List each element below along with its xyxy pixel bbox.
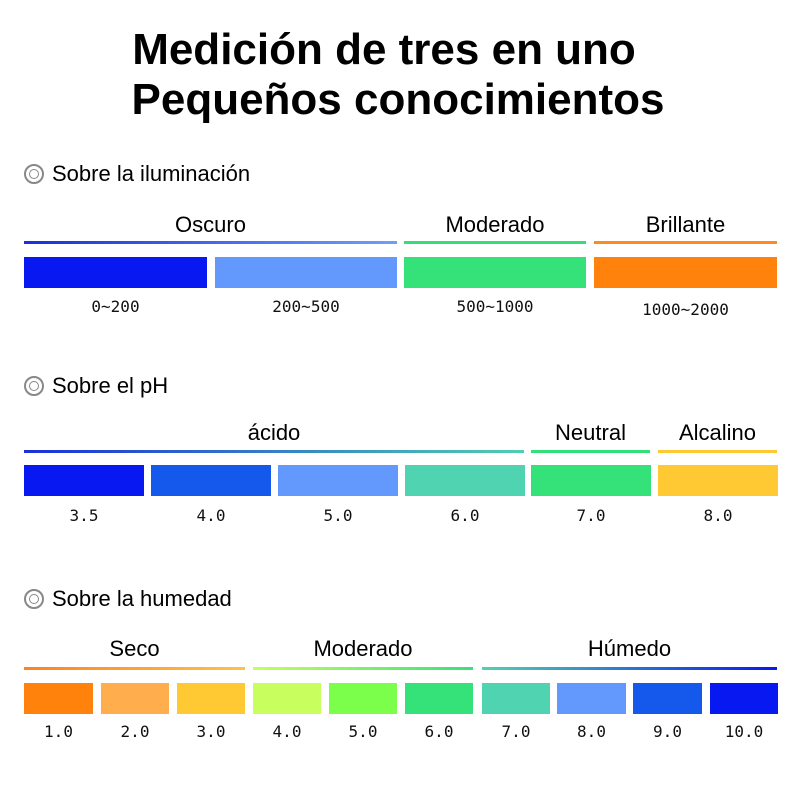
- group-label: Seco: [109, 636, 160, 661]
- color-swatch: [253, 683, 321, 714]
- color-swatch: [278, 465, 398, 496]
- section-heading: Sobre el pH: [24, 372, 168, 400]
- color-swatch: [404, 257, 586, 288]
- swatch-value: 500~1000: [456, 297, 534, 316]
- color-swatch: [405, 465, 525, 496]
- section-heading-text: Sobre la humedad: [52, 586, 232, 611]
- color-swatch: [557, 683, 626, 714]
- group-divider-line: [404, 241, 586, 244]
- group-label: Húmedo: [587, 636, 672, 661]
- swatch-value: 6.0: [424, 722, 454, 741]
- swatch-value: 4.0: [272, 722, 302, 741]
- color-swatch: [482, 683, 550, 714]
- section-heading-text: Sobre el pH: [52, 373, 169, 398]
- group-label: Oscuro: [175, 212, 246, 237]
- color-swatch: [658, 465, 778, 496]
- swatch-value: 9.0: [653, 722, 682, 741]
- color-swatch: [101, 683, 169, 714]
- swatch-value: 8.0: [577, 722, 606, 741]
- color-swatch: [405, 683, 473, 714]
- swatch-value: 2.0: [120, 722, 150, 741]
- group-divider-line: [658, 450, 777, 453]
- main-title-line-2: Pequeños conocimientos: [131, 75, 665, 124]
- double-circle-bullet-icon: [24, 376, 44, 396]
- color-swatch: [24, 465, 144, 496]
- main-title-line-1: Medición de tres en uno: [132, 25, 636, 74]
- color-swatch: [594, 257, 777, 288]
- swatch-value: 3.5: [69, 506, 99, 525]
- swatch-value: 5.0: [323, 506, 353, 525]
- group-divider-line: [24, 241, 397, 244]
- color-swatch: [24, 683, 93, 714]
- section-heading: Sobre la humedad: [24, 585, 232, 613]
- group-divider-line: [253, 667, 473, 670]
- section-heading-text: Sobre la iluminación: [52, 161, 251, 186]
- group-divider-line: [24, 667, 245, 670]
- section-heading: Sobre la iluminación: [24, 160, 250, 188]
- group-label: ácido: [247, 420, 301, 445]
- group-divider-line: [482, 667, 777, 670]
- swatch-value: 10.0: [724, 722, 764, 741]
- group-divider-line: [531, 450, 650, 453]
- color-swatch: [633, 683, 702, 714]
- color-swatch: [151, 465, 271, 496]
- group-label: Alcalino: [678, 420, 757, 445]
- swatch-value: 5.0: [348, 722, 378, 741]
- swatch-value: 1.0: [44, 722, 73, 741]
- color-swatch: [215, 257, 397, 288]
- double-circle-bullet-icon: [24, 589, 44, 609]
- swatch-value: 8.0: [703, 506, 733, 525]
- swatch-value: 6.0: [450, 506, 480, 525]
- swatch-value: 0~200: [91, 297, 140, 316]
- swatch-value: 3.0: [196, 722, 226, 741]
- swatch-value: 1000~2000: [642, 300, 729, 319]
- group-divider-line: [594, 241, 777, 244]
- color-swatch: [177, 683, 245, 714]
- double-circle-bullet-icon: [24, 164, 44, 184]
- swatch-value: 7.0: [501, 722, 531, 741]
- swatch-value: 200~500: [272, 297, 340, 316]
- color-swatch: [329, 683, 397, 714]
- group-label: Moderado: [313, 636, 413, 661]
- swatch-value: 7.0: [576, 506, 606, 525]
- group-label: Neutral: [555, 420, 626, 445]
- swatch-value: 4.0: [196, 506, 226, 525]
- group-label: Brillante: [645, 212, 726, 237]
- color-swatch: [24, 257, 207, 288]
- color-swatch: [710, 683, 778, 714]
- color-swatch: [531, 465, 651, 496]
- group-divider-line: [24, 450, 524, 453]
- group-label: Moderado: [445, 212, 545, 237]
